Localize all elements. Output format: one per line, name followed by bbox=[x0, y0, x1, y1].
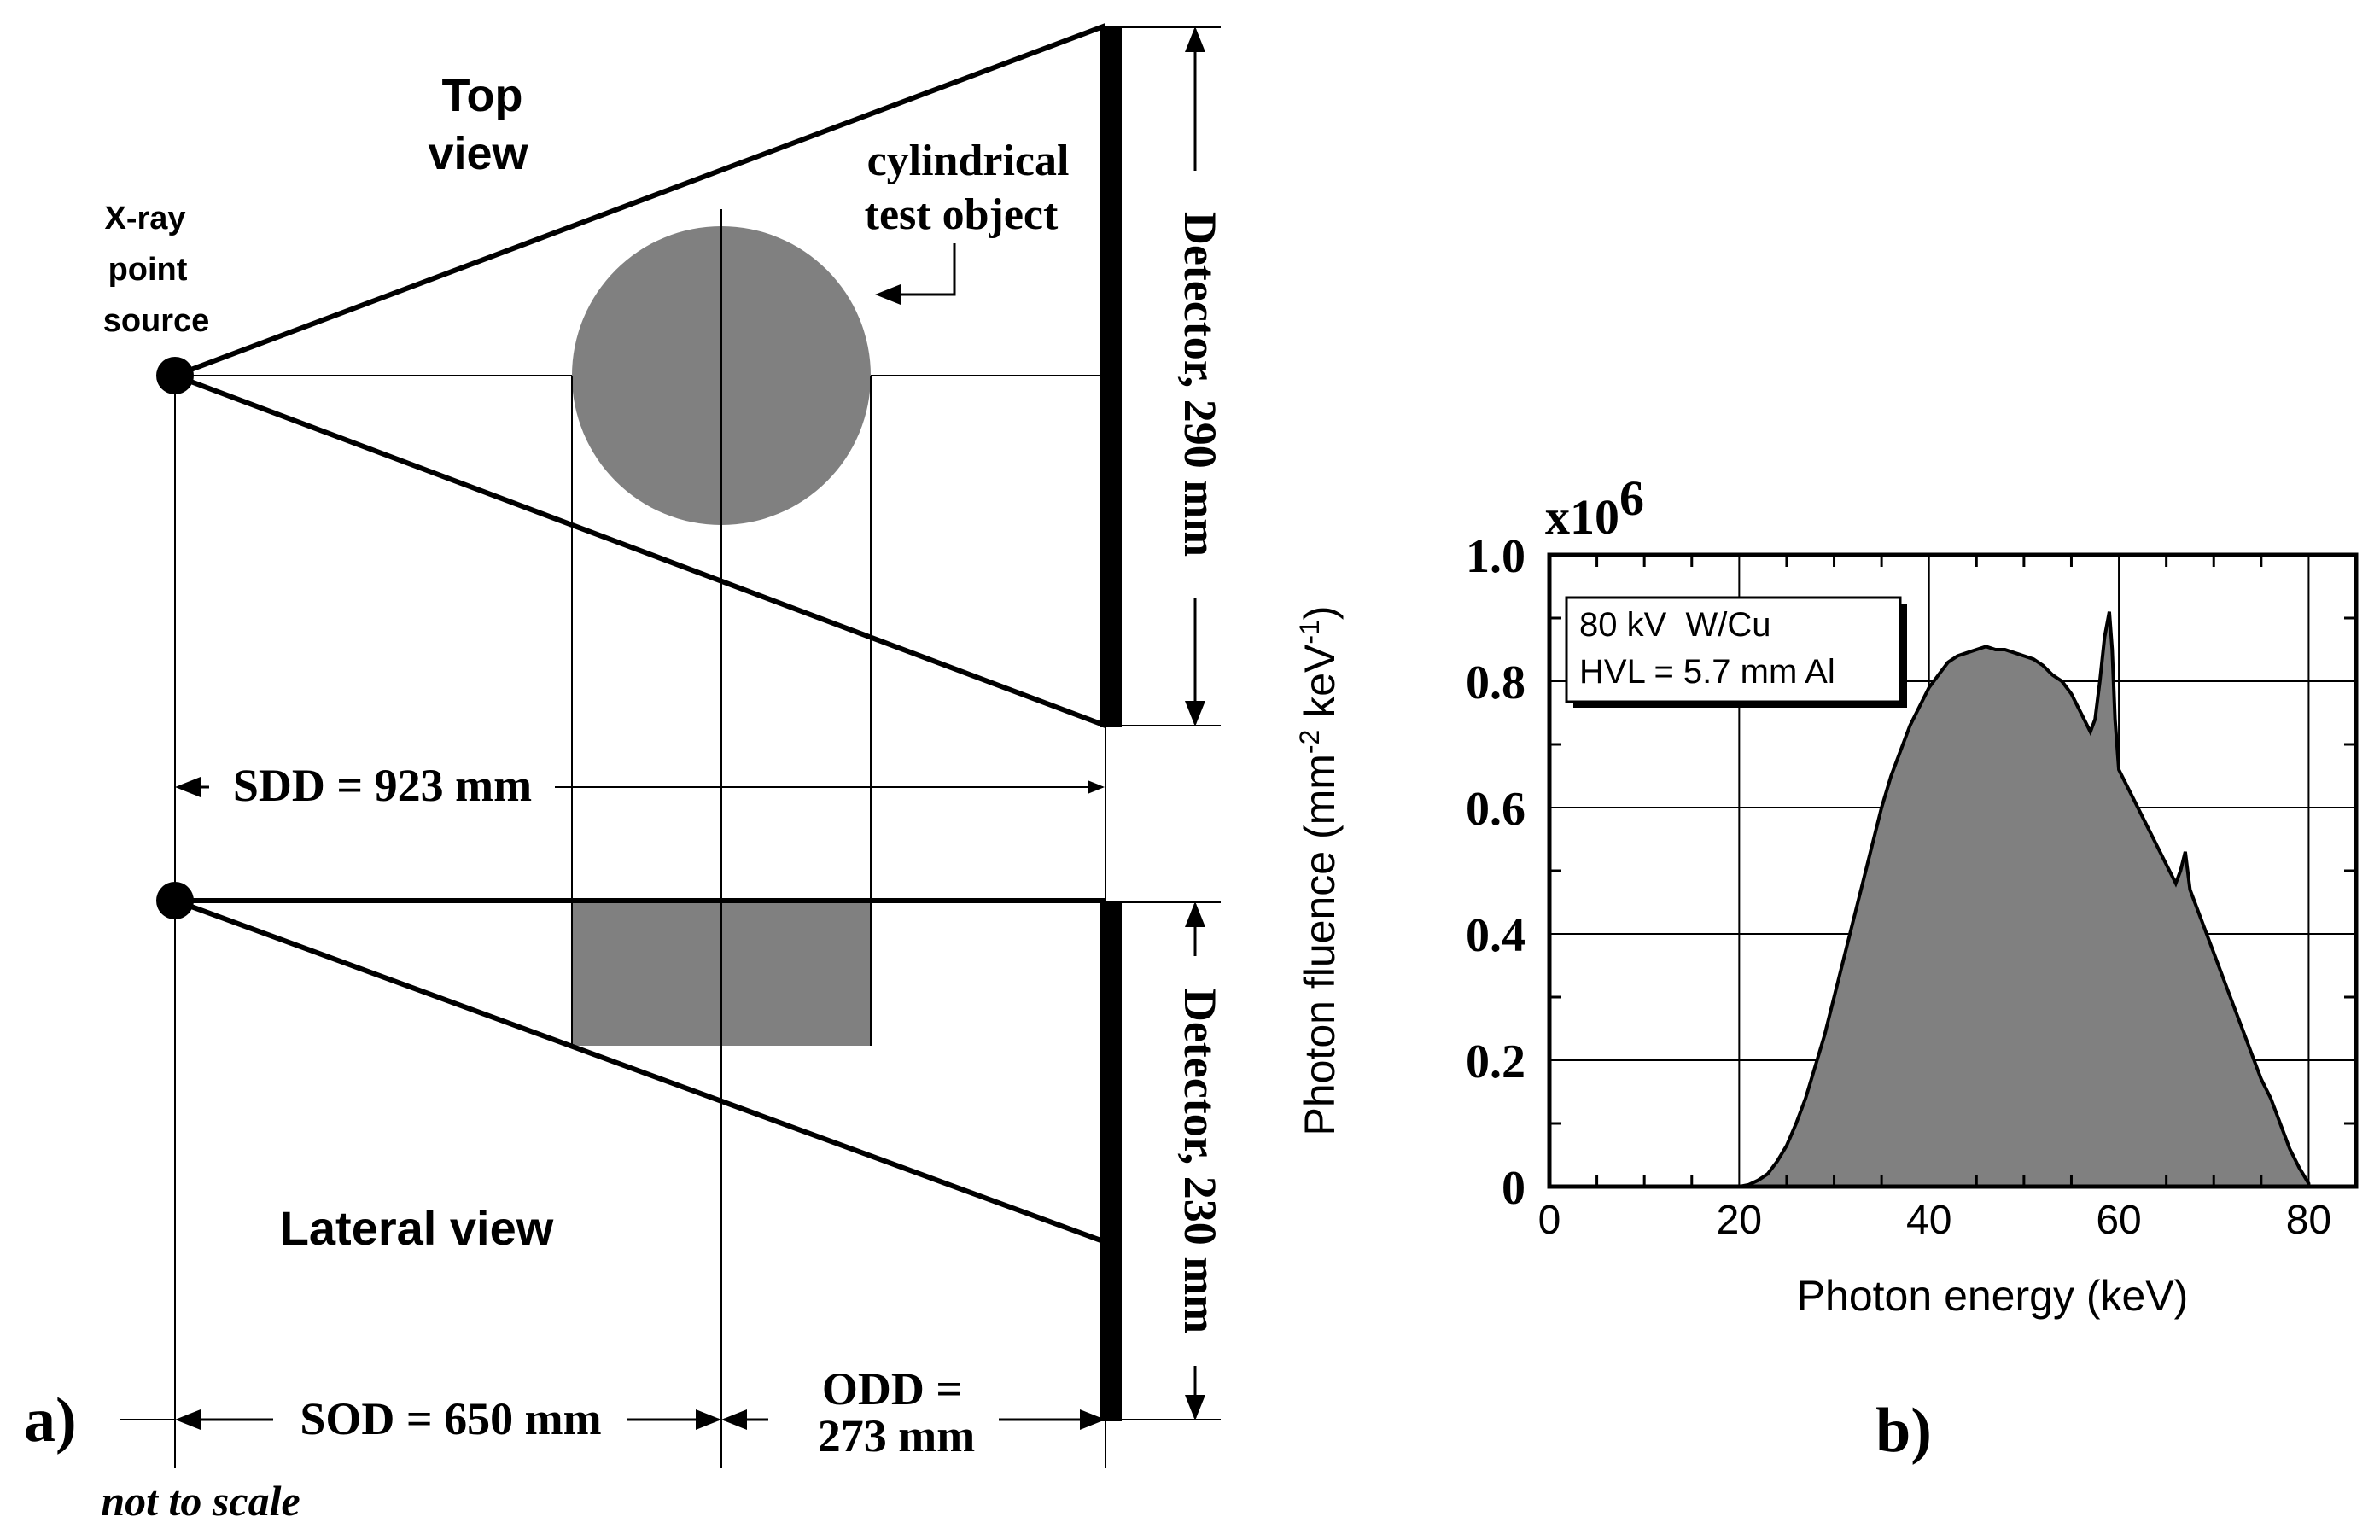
top-view-label-line1: Top bbox=[442, 70, 523, 121]
sod-label: SOD = 650 mm bbox=[300, 1393, 601, 1444]
sdd-label: SDD = 923 mm bbox=[233, 760, 532, 811]
scale-base: x10 bbox=[1545, 489, 1619, 545]
y-axis-label: Photon fluence (mm-2 keV-1) bbox=[1294, 605, 1344, 1135]
not-to-scale-note: not to scale bbox=[101, 1477, 300, 1525]
y-axis-label-mid: keV bbox=[1296, 644, 1344, 730]
y-axis-label-exp1: -2 bbox=[1294, 730, 1325, 754]
x-tick-label: 40 bbox=[1906, 1198, 1951, 1243]
scale-exp: 6 bbox=[1619, 470, 1644, 526]
scale-factor: x106 bbox=[1545, 470, 1644, 545]
plot-frame bbox=[1547, 552, 2359, 1189]
legend-box bbox=[1565, 596, 1902, 703]
detector-top-label: Detector, 290 mm bbox=[1175, 212, 1226, 557]
object-pointer-arrow bbox=[875, 243, 956, 305]
y-axis-label-exp2: -1 bbox=[1294, 620, 1325, 644]
x-axis-label: Photon energy (keV) bbox=[1797, 1272, 2189, 1320]
panel-b-label: b) bbox=[1875, 1396, 1932, 1466]
odd-label-line1: ODD = bbox=[822, 1363, 962, 1415]
object-label-line1: cylindrical bbox=[867, 137, 1070, 185]
top-beam-lower bbox=[173, 373, 1107, 728]
source-label-line1: X-ray bbox=[104, 201, 185, 236]
chart-tick-labels: 0 20 40 60 80 0 0.2 0.4 0.6 0.8 1.0 bbox=[1466, 530, 2331, 1243]
y-axis-label-main: Photon fluence (mm bbox=[1296, 754, 1344, 1135]
source-label-line2: point bbox=[108, 252, 188, 288]
legend-line2: HVL = 5.7 mm Al bbox=[1579, 653, 1835, 691]
detector-lateral bbox=[1100, 901, 1122, 1421]
x-tick-label: 20 bbox=[1717, 1198, 1762, 1243]
detector-lateral-label: Detector, 230 mm bbox=[1175, 989, 1226, 1333]
legend-line1: 80 kV W/Cu bbox=[1579, 606, 1771, 644]
spectrum-area bbox=[1549, 611, 2311, 1188]
y-tick-label: 0.8 bbox=[1466, 656, 1525, 709]
top-beam-upper bbox=[173, 23, 1107, 378]
detector-top bbox=[1100, 26, 1122, 727]
x-tick-label: 60 bbox=[2096, 1198, 2141, 1243]
y-tick-label: 0.6 bbox=[1466, 783, 1525, 836]
y-tick-label: 0 bbox=[1502, 1162, 1525, 1215]
y-axis-label-end: ) bbox=[1296, 605, 1344, 620]
panel-a: Top view X-ray point source cylindrical … bbox=[24, 23, 1226, 1525]
x-tick-label: 0 bbox=[1538, 1198, 1561, 1243]
lateral-view-label: Lateral view bbox=[280, 1201, 554, 1255]
y-tick-label: 0.2 bbox=[1466, 1035, 1525, 1088]
y-tick-label: 1.0 bbox=[1466, 530, 1525, 583]
source-label-line3: source bbox=[103, 303, 210, 339]
x-tick-label: 80 bbox=[2286, 1198, 2331, 1243]
odd-label-line2: 273 mm bbox=[818, 1410, 975, 1461]
top-view-label-line2: view bbox=[428, 128, 528, 179]
object-label-line2: test object bbox=[865, 190, 1059, 239]
y-tick-label: 0.4 bbox=[1466, 909, 1525, 962]
panel-b: 0 20 40 60 80 0 0.2 0.4 0.6 0.8 1.0 80 kV W/Cu HVL… bbox=[1294, 470, 2359, 1466]
panel-a-label: a) bbox=[24, 1385, 77, 1455]
lateral-beam-lower bbox=[173, 898, 1107, 1245]
